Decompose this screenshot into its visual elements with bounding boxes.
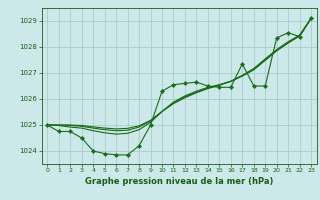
X-axis label: Graphe pression niveau de la mer (hPa): Graphe pression niveau de la mer (hPa) <box>85 177 273 186</box>
